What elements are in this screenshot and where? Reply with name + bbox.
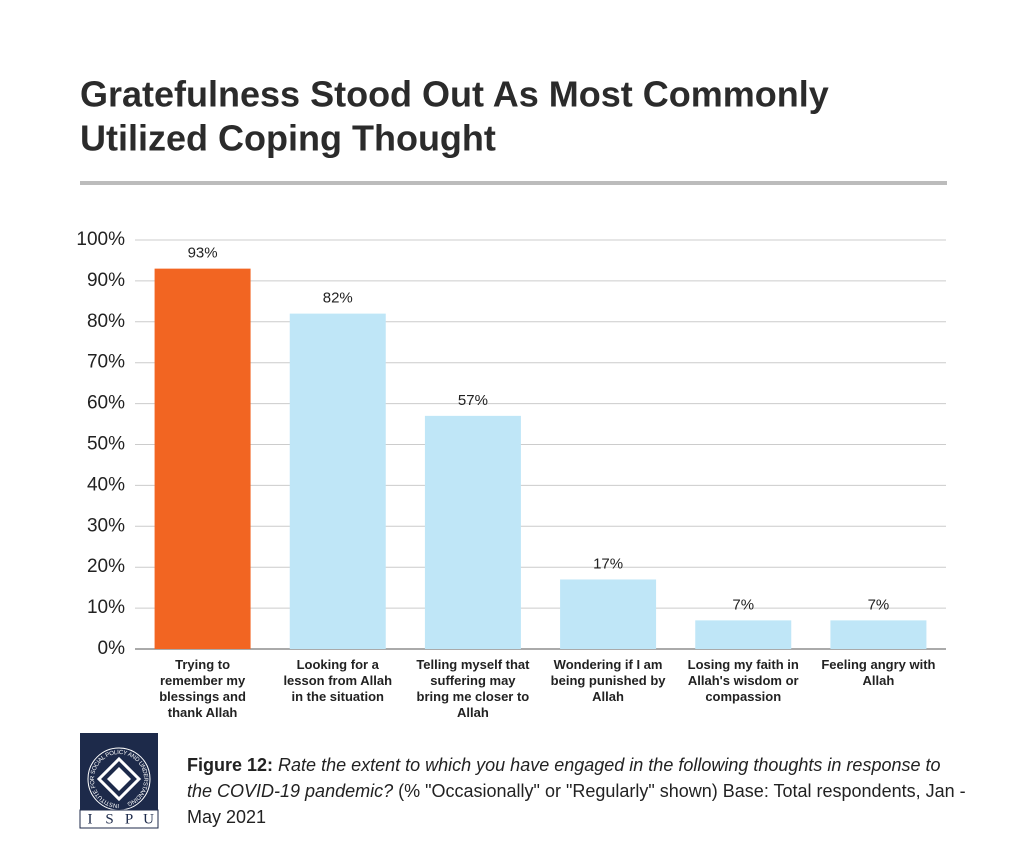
y-tick-label: 60% (87, 393, 125, 414)
logo-diamond (107, 767, 131, 791)
y-tick-label: 70% (87, 352, 125, 373)
chart-title: Gratefulness Stood Out As Most Commonly (80, 74, 829, 115)
footnote-label: Figure 12: (187, 755, 274, 775)
bar (289, 313, 386, 649)
bar (560, 579, 657, 649)
x-tick-label: Wondering if I am being punished by Alla… (550, 657, 666, 704)
x-tick-label: Telling myself that suffering may bring … (416, 657, 530, 720)
logo-letter: S (105, 811, 113, 827)
bar (424, 415, 521, 649)
logo-letter: P (125, 811, 133, 827)
logo: INSTITUTE FOR SOCIAL POLICY AND UNDERSTA… (79, 733, 159, 829)
x-tick-label: Losing my faith in Allah's wisdom or com… (687, 657, 799, 704)
footnote-question: Rate the extent to which you have engage… (187, 755, 941, 801)
value-label: 93% (188, 245, 218, 262)
footnote: Figure 12: Rate the extent to which you … (187, 752, 967, 830)
bar (154, 268, 251, 649)
title-rule (80, 181, 947, 185)
y-tick-label: 0% (98, 638, 126, 659)
footnote-note: (% "Occasionally" or "Regularly" shown) … (187, 781, 966, 827)
logo-diamond (96, 756, 142, 802)
value-label: 7% (732, 596, 754, 613)
value-label: 57% (458, 392, 488, 409)
logo-band (79, 809, 159, 829)
chart-title: Utilized Coping Thought (80, 118, 496, 159)
y-tick-label: 40% (87, 474, 125, 495)
y-tick-label: 50% (87, 434, 125, 455)
value-label: 82% (323, 290, 353, 307)
x-tick-label: Looking for a lesson from Allah in the s… (283, 657, 393, 704)
y-tick-label: 80% (87, 311, 125, 332)
value-label: 17% (593, 555, 623, 572)
x-tick-label: Feeling angry with Allah (821, 657, 936, 688)
logo-letter: I (88, 811, 93, 827)
y-tick-label: 90% (87, 270, 125, 291)
value-label: 7% (868, 596, 890, 613)
bar (695, 620, 792, 649)
bar (830, 620, 927, 649)
x-tick-label: Trying to remember my blessings and than… (159, 657, 246, 720)
logo-letter: U (143, 811, 154, 827)
y-tick-label: 20% (87, 556, 125, 577)
y-tick-label: 10% (87, 597, 125, 618)
y-tick-label: 30% (87, 515, 125, 536)
y-tick-label: 100% (76, 229, 125, 250)
